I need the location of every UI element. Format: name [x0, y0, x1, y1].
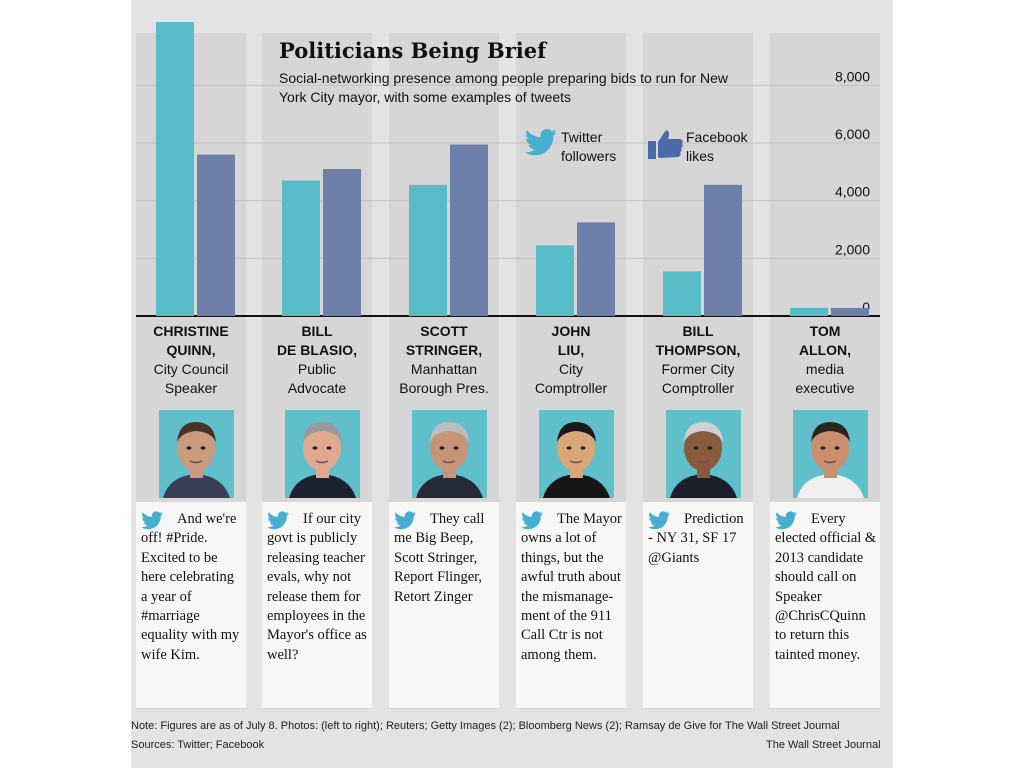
bar-twitter-followers — [282, 180, 320, 316]
tweet-text: The Mayor owns a lot of things, but the … — [521, 511, 622, 663]
bar-twitter-followers — [790, 307, 828, 316]
candidate-role: City Comptroller — [534, 361, 608, 396]
y-tick-label: 2,000 — [835, 241, 870, 257]
candidate-role: Public Advocate — [287, 361, 347, 396]
portrait-bill-de-blasio — [285, 410, 360, 498]
candidate-role: media executive — [795, 361, 855, 396]
bar-facebook-likes — [831, 307, 869, 316]
graphic-panel — [131, 0, 893, 768]
candidate-header: JOHN LIU, City Comptroller — [516, 322, 626, 398]
tweet-card: And we're off! #Pride. Excited to be her… — [136, 502, 246, 708]
y-tick-label: 8,000 — [835, 68, 870, 84]
candidate-name: TOM ALLON, — [798, 323, 852, 358]
legend-twitter: Twitter followers — [561, 129, 617, 164]
candidate-name: JOHN LIU, — [551, 323, 591, 358]
bar-twitter-followers — [663, 271, 701, 316]
tweet-text: They call me Big Beep, Scott Stringer, R… — [394, 511, 485, 605]
candidate-name: SCOTT STRINGER, — [405, 323, 483, 358]
candidate-name: BILL DE BLASIO, — [276, 323, 358, 358]
portrait-bill-thompson — [666, 410, 741, 498]
twitter-bird-icon — [267, 511, 289, 530]
candidate-header: BILL DE BLASIO, Public Advocate — [262, 322, 372, 398]
bar-twitter-followers — [409, 184, 447, 316]
bar-facebook-likes — [197, 154, 235, 316]
portrait-silhouette — [543, 422, 610, 498]
bar-facebook-likes — [323, 169, 361, 316]
bar-twitter-followers — [536, 245, 574, 316]
portrait-silhouette — [289, 422, 356, 498]
twitter-bird-icon — [141, 511, 163, 530]
y-tick-label: 6,000 — [835, 126, 870, 142]
candidate-name: BILL THOMPSON, — [655, 323, 741, 358]
candidate-header: SCOTT STRINGER, Manhattan Borough Pres. — [389, 322, 499, 398]
portrait-john-liu — [539, 410, 614, 498]
tweet-text: If our city govt is publicly releasing t… — [267, 511, 367, 663]
candidate-role: City Council Speaker — [153, 361, 229, 396]
footnote: Note: Figures are as of July 8. Photos: … — [131, 720, 840, 732]
tweet-card: Every elected official & 2013 candidate … — [770, 502, 880, 708]
tweet-card: They call me Big Beep, Scott Stringer, R… — [389, 502, 499, 708]
twitter-bird-icon — [648, 511, 670, 530]
chart-subtitle: Social-networking presence among people … — [279, 70, 729, 105]
chart-title: Politicians Being Brief — [279, 38, 547, 63]
portrait-silhouette — [670, 422, 737, 498]
tweet-card: If our city govt is publicly releasing t… — [262, 502, 372, 708]
twitter-bird-icon — [775, 511, 797, 530]
tweet-card: Prediction - NY 31, SF 17 @Giants — [643, 502, 753, 708]
portrait-tom-allon — [793, 410, 868, 498]
bar-facebook-likes — [577, 222, 615, 316]
candidate-header: TOM ALLON, media executive — [770, 322, 880, 398]
bar-twitter-followers — [156, 22, 194, 316]
tweet-text: And we're off! #Pride. Excited to be her… — [141, 511, 240, 663]
candidate-name: CHRISTINE QUINN, — [153, 323, 229, 358]
twitter-bird-icon — [524, 129, 557, 156]
legend-facebook: Facebook likes — [686, 129, 748, 164]
bar-chart: 8,000 6,000 4,000 2,000 0 — [136, 22, 880, 317]
twitter-bird-icon — [394, 511, 416, 530]
candidate-role: Former City Comptroller — [661, 361, 735, 396]
bar-facebook-likes — [450, 144, 488, 316]
tweet-text: Prediction - NY 31, SF 17 @Giants — [648, 511, 744, 566]
portrait-silhouette — [797, 422, 864, 498]
candidate-role: Manhattan Borough Pres. — [399, 361, 489, 396]
portrait-silhouette — [163, 422, 230, 498]
credit-line: The Wall Street Journal — [766, 739, 881, 751]
candidate-header: BILL THOMPSON, Former City Comptroller — [643, 322, 753, 398]
candidate-header: CHRISTINE QUINN, City Council Speaker — [136, 322, 246, 398]
y-tick-label: 4,000 — [835, 184, 870, 200]
portrait-scott-stringer — [412, 410, 487, 498]
portrait-silhouette — [416, 422, 483, 498]
facebook-like-icon — [648, 130, 683, 159]
y-tick-label: 0 — [862, 299, 870, 315]
sources: Sources: Twitter; Facebook — [131, 739, 265, 751]
twitter-bird-icon — [521, 511, 543, 530]
bar-facebook-likes — [704, 184, 742, 316]
tweet-card: The Mayor owns a lot of things, but the … — [516, 502, 626, 708]
portrait-christine-quinn — [159, 410, 234, 498]
tweet-text: Every elected official & 2013 candidate … — [775, 511, 877, 663]
